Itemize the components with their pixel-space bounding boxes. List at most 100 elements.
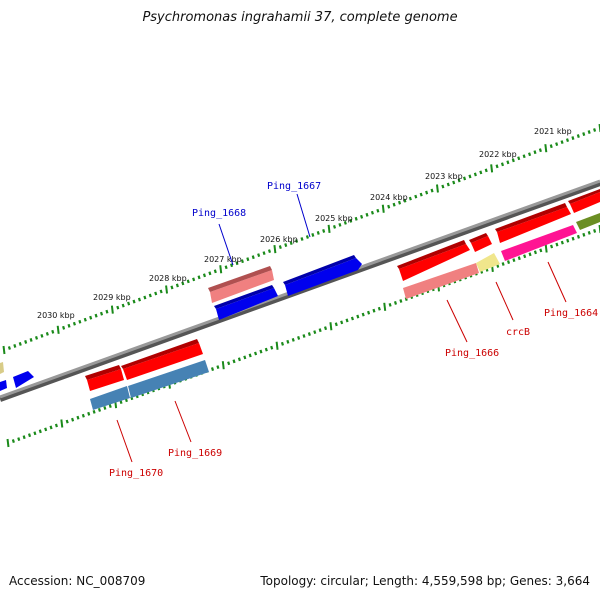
feature-red-1666-upper[interactable]	[397, 240, 470, 281]
minor-tick	[210, 367, 215, 371]
major-tick	[544, 144, 548, 153]
minor-tick	[430, 188, 434, 193]
feature-ping-1668[interactable]	[214, 285, 278, 320]
major-tick	[165, 285, 169, 294]
feature-ping-1667[interactable]	[283, 255, 362, 296]
minor-tick	[92, 409, 96, 414]
leader-line	[547, 261, 567, 303]
feature-ping-1664[interactable]	[501, 225, 577, 261]
minor-tick	[533, 150, 537, 155]
gene-label-crcB[interactable]: crcB	[506, 327, 530, 338]
minor-tick	[582, 232, 586, 237]
gene-label-ping-1666[interactable]: Ping_1666	[445, 348, 499, 359]
gene-label-ping-1667[interactable]: Ping_1667	[267, 181, 321, 192]
major-tick	[327, 224, 331, 234]
gene-label-ping-1670[interactable]: Ping_1670	[109, 468, 163, 479]
minor-tick	[414, 194, 418, 199]
gene-label-ping-1668[interactable]: Ping_1668	[192, 208, 246, 219]
scale-label: 2022 kbp	[479, 150, 517, 159]
minor-tick	[555, 242, 559, 247]
major-tick	[60, 419, 64, 428]
minor-tick	[360, 214, 364, 219]
feature-red-edge-upper[interactable]	[568, 189, 600, 213]
minor-tick	[538, 148, 542, 153]
minor-tick	[119, 400, 123, 405]
minor-tick	[539, 248, 543, 253]
minor-tick	[388, 302, 392, 307]
minor-tick	[555, 142, 559, 147]
minor-tick	[393, 301, 398, 305]
minor-tick	[571, 136, 575, 141]
minor-tick	[232, 359, 236, 364]
minor-tick	[367, 310, 371, 315]
gene-label-ping-1664[interactable]: Ping_1664	[544, 308, 598, 319]
minor-tick	[237, 357, 241, 362]
feature-ping-1670[interactable]	[90, 386, 130, 410]
feature-ping-1669-red[interactable]	[121, 339, 203, 380]
feature-pale-red-upper[interactable]	[208, 266, 274, 303]
feature-olive-edge[interactable]	[576, 213, 600, 230]
minor-tick	[235, 261, 239, 266]
minor-tick	[116, 305, 120, 310]
minor-tick	[517, 156, 521, 161]
minor-tick	[356, 314, 360, 319]
minor-tick	[522, 154, 526, 159]
minor-tick	[192, 277, 196, 282]
minor-tick	[387, 204, 391, 209]
minor-tick	[463, 176, 467, 181]
minor-tick	[295, 239, 299, 243]
minor-tick	[243, 355, 247, 360]
feature-khaki-left[interactable]	[0, 362, 4, 374]
minor-tick	[506, 260, 511, 264]
minor-tick	[566, 238, 570, 243]
minor-tick	[89, 315, 93, 320]
minor-tick	[72, 321, 76, 326]
leader-line	[495, 281, 514, 321]
feature-ping-1666[interactable]	[403, 263, 479, 299]
feature-red-crcB-upper[interactable]	[469, 233, 492, 252]
minor-tick	[392, 202, 396, 207]
scale-label: 2024 kbp	[370, 193, 408, 202]
minor-tick	[216, 365, 220, 370]
minor-tick	[350, 316, 354, 321]
minor-tick	[322, 229, 326, 233]
minor-tick	[533, 250, 537, 255]
feature-blue-left-2[interactable]	[0, 380, 7, 391]
map-title: Psychromonas ingrahamii 37, complete gen…	[142, 10, 458, 25]
major-tick	[219, 265, 223, 274]
minor-tick	[18, 342, 22, 346]
minor-tick	[441, 184, 445, 189]
minor-tick	[501, 262, 505, 266]
minor-tick	[24, 340, 28, 344]
feature-blue-left-1[interactable]	[13, 371, 34, 388]
minor-tick	[361, 312, 365, 317]
feature-red-1664-upper[interactable]	[495, 203, 571, 243]
gene-label-ping-1669[interactable]: Ping_1669	[168, 448, 222, 459]
minor-tick	[257, 253, 261, 258]
minor-tick	[254, 351, 258, 356]
minor-tick	[154, 291, 158, 296]
feature-ping-1669[interactable]	[128, 360, 209, 398]
minor-tick	[264, 347, 268, 352]
minor-tick	[593, 229, 597, 233]
minor-tick	[587, 130, 591, 134]
feature-crcB[interactable]	[476, 253, 500, 272]
major-tick	[381, 204, 385, 213]
leader-line	[218, 223, 234, 266]
minor-tick	[307, 332, 311, 336]
minor-tick	[246, 257, 250, 262]
minor-tick	[13, 344, 17, 348]
minor-tick	[259, 349, 263, 354]
minor-tick	[479, 170, 483, 175]
minor-tick	[67, 323, 71, 328]
minor-tick	[302, 334, 306, 338]
minor-tick	[81, 413, 85, 418]
minor-tick	[291, 337, 295, 342]
feature-ping-1670-red[interactable]	[85, 365, 124, 391]
minor-tick	[286, 339, 290, 344]
scale-label: 2028 kbp	[149, 274, 187, 283]
minor-tick	[121, 303, 125, 308]
minor-tick	[593, 128, 597, 132]
minor-tick	[227, 361, 231, 366]
minor-tick	[224, 265, 228, 270]
